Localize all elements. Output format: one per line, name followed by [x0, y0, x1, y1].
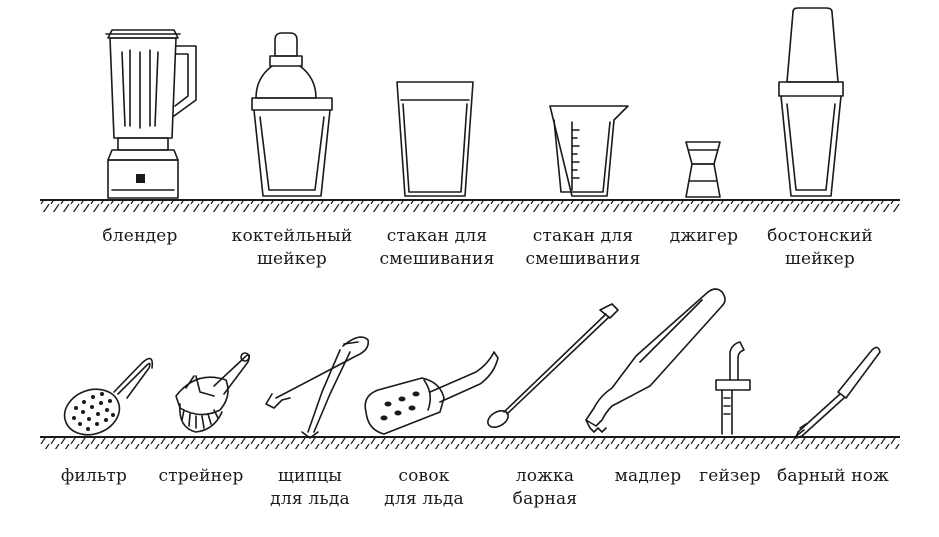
- label-bar-spoon: ложка барная: [512, 466, 578, 509]
- label-filter: фильтр: [60, 466, 128, 486]
- label-boston-shaker: бостонский шейкер: [767, 226, 873, 269]
- ice-scoop-icon: [364, 351, 499, 435]
- label-mixing-glass-1: стакан для смешивания: [379, 226, 495, 269]
- muddler-icon: [585, 288, 726, 433]
- measuring-mixing-glass-icon: [549, 105, 629, 197]
- label-cocktail-shaker: коктейльный шейкер: [231, 226, 353, 269]
- cocktail-shaker-icon: [251, 32, 333, 197]
- blender-icon: [105, 29, 197, 199]
- label-pourer: гейзер: [699, 466, 761, 486]
- label-mixing-glass-2: стакан для смешивания: [525, 226, 641, 269]
- pourer-icon: [715, 341, 751, 435]
- label-muddler: мадлер: [614, 466, 682, 486]
- mixing-glass-icon: [396, 81, 474, 197]
- label-blender: блендер: [102, 226, 178, 246]
- ice-tongs-icon: [265, 336, 370, 439]
- label-jigger: джигер: [669, 226, 739, 246]
- label-ice-scoop: совок для льда: [384, 466, 464, 509]
- hawthorne-strainer-icon: [175, 352, 251, 433]
- bar-spoon-icon: [487, 303, 619, 428]
- label-ice-tongs: щипцы для льда: [270, 466, 350, 509]
- shelf-line-top: [40, 199, 900, 212]
- boston-shaker-icon: [778, 7, 844, 197]
- julep-strainer-icon: [63, 357, 154, 436]
- shelf-line-bottom: [40, 436, 900, 449]
- label-bar-knife: барный нож: [776, 466, 890, 486]
- jigger-icon: [685, 141, 721, 198]
- label-strainer: стрейнер: [158, 466, 244, 486]
- bar-knife-icon: [795, 346, 881, 439]
